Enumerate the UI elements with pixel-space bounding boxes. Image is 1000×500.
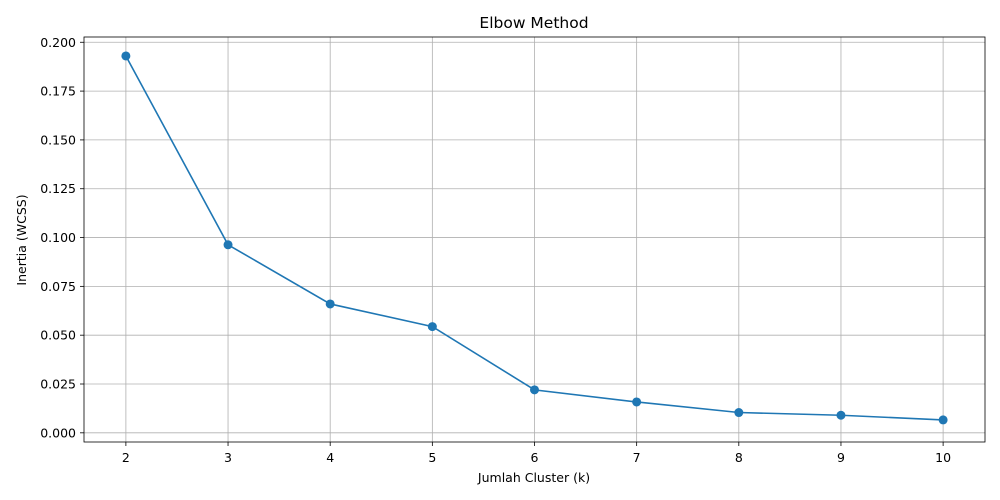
tick-layer: 2 3 4 5 6 7 8 9 10 0.000 0.025 0.050 0.075 0.100 0.125… — [40, 35, 951, 465]
data-point — [223, 240, 233, 250]
chart-title: Elbow Method — [479, 14, 588, 32]
y-tick-label: 0.100 — [40, 230, 76, 245]
x-tick-label: 5 — [428, 450, 436, 465]
data-point — [836, 410, 846, 420]
y-tick-label: 0.150 — [40, 132, 76, 147]
x-tick-label: 8 — [735, 450, 743, 465]
data-point — [938, 415, 948, 425]
grid-layer — [84, 37, 985, 442]
data-point — [632, 397, 642, 407]
x-tick-label: 3 — [224, 450, 232, 465]
data-point — [325, 299, 335, 309]
y-tick-label: 0.075 — [40, 279, 76, 294]
data-point — [121, 51, 131, 61]
x-tick-label: 6 — [531, 450, 539, 465]
data-point — [734, 408, 744, 418]
series-layer — [121, 51, 948, 425]
y-tick-label: 0.050 — [40, 328, 76, 343]
y-tick-label: 0.025 — [40, 377, 76, 392]
y-axis-label: Inertia (WCSS) — [14, 194, 29, 285]
y-tick-label: 0.200 — [40, 35, 76, 50]
x-tick-label: 9 — [837, 450, 845, 465]
x-tick-label: 2 — [122, 450, 130, 465]
data-point — [427, 322, 437, 332]
x-tick-label: 10 — [935, 450, 951, 465]
x-axis-label: Jumlah Cluster (k) — [477, 470, 590, 485]
y-tick-label: 0.175 — [40, 84, 76, 99]
data-point — [530, 385, 539, 395]
y-tick-label: 0.000 — [40, 425, 76, 440]
x-tick-label: 7 — [633, 450, 641, 465]
y-tick-label: 0.125 — [40, 181, 76, 196]
x-tick-label: 4 — [326, 450, 334, 465]
